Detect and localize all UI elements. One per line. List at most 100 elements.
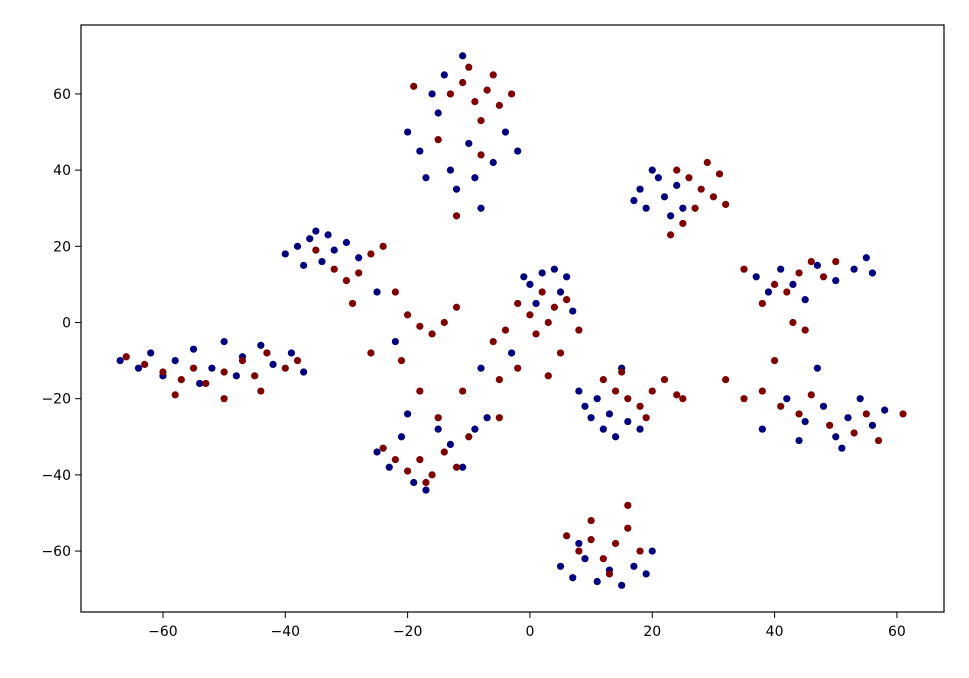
- point: [397, 356, 406, 365]
- point: [679, 219, 687, 228]
- x-tick-label: 40: [766, 624, 784, 640]
- x-tick-label: −40: [271, 624, 301, 640]
- point: [446, 90, 455, 98]
- point: [507, 349, 516, 357]
- point: [483, 86, 491, 94]
- point: [416, 456, 424, 464]
- point: [514, 299, 522, 308]
- point: [563, 273, 571, 281]
- x-tick-label: 60: [888, 624, 906, 640]
- point: [801, 417, 809, 426]
- point: [789, 280, 797, 289]
- point: [208, 364, 216, 372]
- point: [220, 395, 228, 403]
- y-tick-label: 40: [53, 163, 71, 179]
- point: [404, 467, 412, 475]
- point: [722, 200, 730, 209]
- point: [630, 562, 638, 570]
- point: [795, 410, 803, 418]
- point: [642, 570, 650, 578]
- y-tick-label: −20: [41, 392, 71, 408]
- point: [391, 456, 399, 464]
- point: [422, 486, 430, 494]
- point: [838, 444, 846, 452]
- point: [397, 433, 406, 441]
- point: [758, 387, 766, 395]
- point: [122, 353, 130, 361]
- point: [575, 547, 583, 555]
- plot-frame: [80, 24, 945, 613]
- point: [770, 280, 779, 289]
- point: [862, 410, 870, 418]
- point: [569, 574, 577, 582]
- point: [434, 414, 442, 422]
- point: [881, 406, 889, 414]
- point: [807, 391, 815, 399]
- point: [550, 265, 558, 273]
- point: [434, 109, 442, 117]
- point: [899, 410, 907, 418]
- point: [471, 174, 479, 182]
- point: [691, 204, 699, 212]
- point: [624, 417, 632, 426]
- point: [599, 555, 607, 563]
- point: [440, 318, 448, 327]
- point: [593, 577, 601, 586]
- point: [446, 166, 455, 174]
- y-tick-label: 0: [62, 315, 71, 331]
- point: [685, 174, 693, 182]
- point: [611, 387, 620, 395]
- point: [777, 402, 785, 410]
- point: [563, 532, 571, 540]
- point: [593, 395, 601, 403]
- point: [495, 414, 503, 422]
- point: [526, 311, 534, 319]
- y-tick-label: 20: [53, 239, 71, 255]
- point: [611, 433, 620, 441]
- point: [636, 547, 644, 555]
- point: [722, 376, 730, 384]
- point: [465, 433, 473, 441]
- point: [281, 250, 289, 258]
- point: [605, 410, 614, 418]
- point: [189, 345, 198, 353]
- point: [312, 246, 320, 254]
- point: [783, 395, 791, 403]
- point: [679, 395, 687, 403]
- point: [477, 364, 485, 372]
- point: [428, 90, 436, 98]
- point: [550, 303, 558, 311]
- point: [868, 421, 877, 429]
- point: [446, 440, 455, 448]
- point: [764, 288, 773, 296]
- point: [703, 158, 711, 167]
- point: [495, 376, 503, 384]
- point: [196, 379, 204, 388]
- point: [844, 414, 852, 422]
- point: [434, 136, 442, 144]
- point: [575, 326, 583, 334]
- point: [648, 547, 656, 555]
- point: [673, 181, 681, 189]
- point: [391, 288, 399, 296]
- point: [856, 395, 864, 403]
- point: [532, 299, 540, 308]
- point: [642, 414, 650, 422]
- point: [575, 539, 583, 548]
- point: [281, 364, 289, 372]
- y-tick-label: −40: [41, 468, 71, 484]
- point: [416, 387, 424, 395]
- point: [306, 235, 314, 243]
- point: [189, 364, 198, 372]
- point: [434, 425, 442, 433]
- point: [116, 356, 124, 365]
- point: [507, 90, 516, 98]
- point: [544, 372, 552, 380]
- x-tick-label: 0: [525, 624, 534, 640]
- point: [618, 581, 626, 589]
- x-tick-label: −60: [148, 624, 178, 640]
- point: [832, 433, 840, 441]
- point: [220, 337, 228, 346]
- point: [556, 562, 565, 570]
